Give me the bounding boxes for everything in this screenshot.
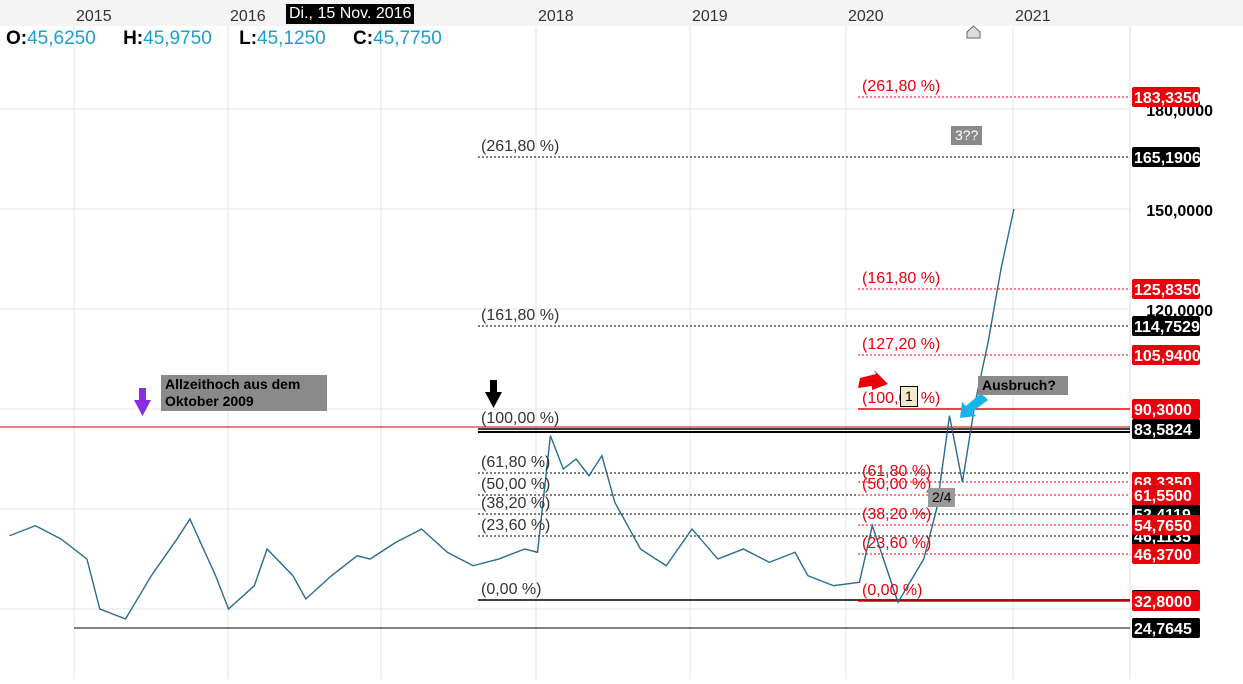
black-price-box-bg [1132,316,1200,336]
red-price-box-bg [1132,544,1200,564]
red-price-box: 105,9400 [1134,348,1201,365]
breakout-note: Ausbruch? [978,376,1068,395]
black-fib-label: (23,60 %) [481,517,550,534]
red-price-box-bg [1132,279,1200,299]
black-fib-label: (0,00 %) [481,581,541,598]
high-key: H: [123,28,144,49]
scroll-marker-icon [966,25,981,39]
black-bottom-price-box-bg [1132,618,1200,638]
red-arrow [858,370,888,390]
black-fib-label: (50,00 %) [481,476,550,493]
red-price-box: 54,7650 [1134,518,1192,535]
red-price-box: 32,8000 [1134,594,1192,611]
time-axis-strip [0,0,1243,26]
black-price-box: 114,7529 [1134,319,1200,336]
alltime-high-note: Allzeithoch aus dem Oktober 2009 [161,375,327,411]
red-price-box-bg [1132,87,1200,107]
x-tick-label: 2016 [230,8,266,25]
y-tick-label: 150,0000 [1146,203,1213,220]
red-price-box-bg [1132,345,1200,365]
x-tick-label: 2018 [538,8,574,25]
x-tick-label: 2015 [76,8,112,25]
red-fib-label: (23,60 %) [862,535,931,552]
low-key: L: [239,28,258,49]
ohlc-readout: O:45,6250 H:45,9750 L:45,1250 C:45,7750 [6,28,464,50]
red-fib-label: (61,80 %) [862,463,931,480]
red-price-box: 183,3350 [1134,90,1201,107]
red-fib-label: (161,80 %) [862,270,940,287]
black-fib-label: (100,00 %) [481,410,559,427]
open-key: O: [6,28,28,49]
black-price-box-bg [1132,147,1200,167]
wave-1-note: 1 [900,386,918,407]
red-price-box-bg [1132,591,1200,611]
red-price-box: 125,8350 [1134,282,1201,299]
x-tick-label: 2021 [1015,8,1051,25]
close-key: C: [353,28,374,49]
black-down-arrow-shaft [490,380,497,394]
y-tick-label: 180,0000 [1146,103,1213,120]
x-tick-label: 2019 [692,8,728,25]
black-fib-label: (261,80 %) [481,138,559,155]
y-tick-label: 120,0000 [1146,303,1213,320]
high-value: 45,9750 [143,28,212,49]
wave-3-note: 3?? [951,126,983,145]
black-bottom-price-box: 24,7645 [1134,621,1192,638]
selected-date-badge: Di., 15 Nov. 2016 [286,4,415,24]
purple-down-arrow-shaft [139,388,146,402]
black-fib-label: (161,80 %) [481,307,559,324]
price-series-line-highlight [9,208,1015,620]
wave-24-note: 2/4 [928,488,956,507]
red-price-box-bg [1132,399,1200,419]
red-fib-label: (127,20 %) [862,336,940,353]
black-price-box: 165,1906 [1134,150,1201,167]
close-value: 45,7750 [373,28,442,49]
black-price-box: 83,5824 [1134,422,1192,439]
red-price-box-bg [1132,485,1200,505]
low-value: 45,1250 [257,28,326,49]
red-fib-label: (38,20 %) [862,506,931,523]
black-fib-label: (61,80 %) [481,454,550,471]
black-down-arrow-head [485,392,502,408]
red-fib-label: (0,00 %) [862,582,922,599]
purple-down-arrow-head [134,400,151,416]
red-fib-label: (261,80 %) [862,78,940,95]
x-tick-label: 2020 [848,8,884,25]
cyan-arrow [960,394,988,418]
red-price-box-bg [1132,515,1200,535]
red-price-box: 46,3700 [1134,547,1192,564]
black-price-box-bg [1132,419,1200,439]
red-price-box: 90,3000 [1134,402,1192,419]
red-fib-label: (50,00 %) [862,476,931,493]
open-value: 45,6250 [27,28,96,49]
black-fib-label: (38,20 %) [481,495,550,512]
red-price-box: 61,5500 [1134,488,1192,505]
